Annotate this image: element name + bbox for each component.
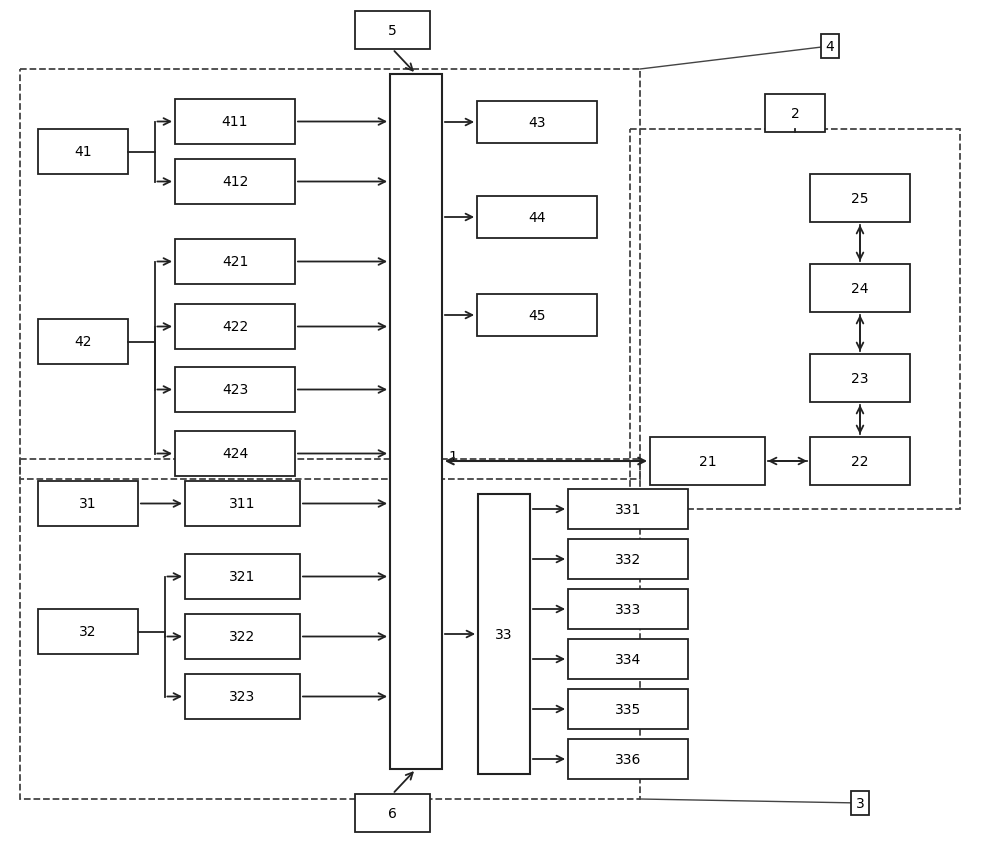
Text: 335: 335 bbox=[615, 702, 641, 717]
Bar bbox=[185, 481, 300, 527]
Text: 331: 331 bbox=[615, 502, 641, 517]
Text: 333: 333 bbox=[615, 603, 641, 616]
Bar bbox=[568, 739, 688, 779]
Text: 43: 43 bbox=[528, 116, 546, 130]
Text: 321: 321 bbox=[229, 570, 256, 584]
Text: 323: 323 bbox=[229, 690, 256, 704]
Text: 2: 2 bbox=[791, 107, 799, 121]
Bar bbox=[810, 437, 910, 485]
Bar bbox=[568, 690, 688, 729]
Text: 412: 412 bbox=[222, 176, 248, 189]
Bar bbox=[20, 70, 640, 479]
Text: 23: 23 bbox=[851, 371, 869, 386]
Bar bbox=[477, 295, 597, 337]
Text: 42: 42 bbox=[74, 335, 92, 349]
Bar bbox=[568, 589, 688, 630]
Text: 424: 424 bbox=[222, 447, 248, 461]
Bar bbox=[38, 481, 138, 527]
Text: 32: 32 bbox=[79, 625, 97, 639]
Text: 3: 3 bbox=[856, 796, 864, 810]
Bar bbox=[38, 609, 138, 654]
Text: 44: 44 bbox=[528, 211, 546, 225]
Bar bbox=[355, 12, 430, 50]
Text: 33: 33 bbox=[495, 627, 513, 641]
Bar bbox=[175, 100, 295, 145]
Text: 1: 1 bbox=[448, 450, 457, 463]
Bar bbox=[568, 490, 688, 529]
Text: 5: 5 bbox=[388, 24, 397, 38]
Text: 24: 24 bbox=[851, 282, 869, 295]
Bar bbox=[185, 674, 300, 719]
Bar bbox=[175, 160, 295, 205]
Bar bbox=[38, 130, 128, 175]
Text: 21: 21 bbox=[699, 454, 716, 468]
Bar bbox=[20, 459, 640, 799]
Text: 411: 411 bbox=[222, 116, 248, 129]
Text: 423: 423 bbox=[222, 383, 248, 397]
Bar bbox=[185, 555, 300, 599]
Bar bbox=[478, 495, 530, 774]
Bar bbox=[568, 639, 688, 679]
Bar bbox=[568, 539, 688, 579]
Bar bbox=[810, 175, 910, 223]
Text: 422: 422 bbox=[222, 320, 248, 334]
Bar bbox=[650, 437, 765, 485]
Text: 334: 334 bbox=[615, 652, 641, 666]
Bar bbox=[38, 320, 128, 365]
Text: 4: 4 bbox=[826, 40, 834, 54]
Bar bbox=[175, 240, 295, 284]
Bar bbox=[765, 95, 825, 133]
Text: 45: 45 bbox=[528, 309, 546, 322]
Bar bbox=[185, 614, 300, 659]
Text: 6: 6 bbox=[388, 806, 397, 820]
Bar bbox=[175, 305, 295, 349]
Bar bbox=[477, 102, 597, 143]
Bar bbox=[810, 354, 910, 403]
Bar bbox=[175, 431, 295, 476]
Bar bbox=[390, 75, 442, 769]
Text: 336: 336 bbox=[615, 752, 641, 766]
Bar bbox=[477, 197, 597, 239]
Bar bbox=[355, 794, 430, 832]
Text: 31: 31 bbox=[79, 497, 97, 511]
Bar bbox=[810, 265, 910, 312]
Text: 25: 25 bbox=[851, 192, 869, 206]
Bar bbox=[175, 368, 295, 413]
Text: 311: 311 bbox=[229, 497, 256, 511]
Text: 421: 421 bbox=[222, 255, 248, 269]
Text: 22: 22 bbox=[851, 454, 869, 468]
Text: 322: 322 bbox=[229, 630, 256, 644]
Text: 332: 332 bbox=[615, 552, 641, 566]
Text: 41: 41 bbox=[74, 145, 92, 160]
Bar bbox=[630, 130, 960, 510]
